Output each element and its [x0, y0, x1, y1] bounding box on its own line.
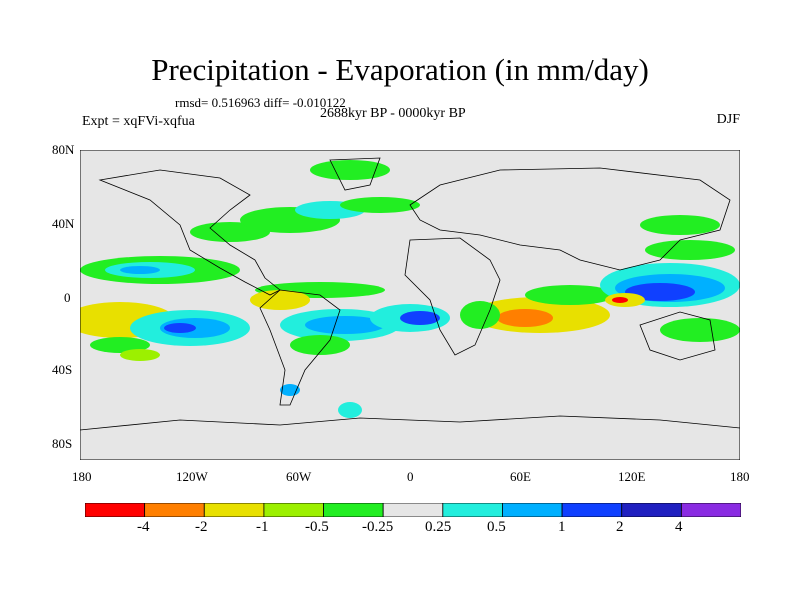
colorbar-label: -2 [195, 519, 208, 535]
patch [497, 309, 553, 327]
colorbar-label: 2 [616, 519, 624, 535]
patch [660, 318, 740, 342]
colorbar [85, 503, 741, 517]
colorbar-swatch [323, 503, 384, 517]
lat-label-0: 0 [64, 290, 71, 305]
coast-eurasia [409, 167, 731, 271]
colorbar-swatch [382, 503, 444, 517]
experiment-label: Expt = xqFVi-xqfua [82, 114, 195, 129]
season-label: DJF [716, 112, 740, 127]
patch [625, 283, 695, 301]
colorbar-label: -0.25 [362, 519, 394, 535]
lon-label-60w: 60W [286, 469, 312, 484]
patch [612, 297, 628, 303]
lon-label-180w: 180 [72, 469, 92, 484]
colorbar-label: 0.25 [425, 519, 452, 535]
patch [120, 266, 160, 274]
colorbar-label: 0.5 [487, 519, 506, 535]
lat-label-80s: 80S [52, 436, 73, 451]
patch [525, 285, 615, 305]
coast-north-america [98, 169, 281, 296]
lon-label-60e: 60E [510, 469, 531, 484]
patch [338, 402, 362, 418]
coast-antarctica [80, 415, 740, 431]
colorbar-swatch [621, 503, 682, 517]
world-map [80, 150, 740, 460]
patch [400, 311, 440, 325]
colorbar-swatch [680, 503, 741, 517]
colorbar-label: 1 [558, 519, 566, 535]
patch [120, 349, 160, 361]
colorbar-label: -1 [256, 519, 269, 535]
rmsd-stats: rmsd= 0.516963 diff= -0.010122 [175, 95, 346, 110]
coastlines [80, 157, 740, 431]
lon-label-180e: 180 [730, 469, 750, 484]
lon-label-120w: 120W [176, 469, 208, 484]
colorbar-swatch [263, 503, 324, 517]
patch [90, 337, 150, 353]
coast-africa [404, 237, 501, 356]
colorbar-swatch [442, 503, 503, 517]
colorbar-swatch [561, 503, 623, 517]
patch [640, 215, 720, 235]
patch [164, 323, 196, 333]
patch [250, 290, 310, 310]
colorbar-label: -4 [137, 519, 150, 535]
lat-label-40s: 40S [52, 362, 73, 377]
lat-label-80n: 80N [52, 142, 75, 157]
lon-label-120e: 120E [618, 469, 646, 484]
colorbar-swatch [502, 503, 563, 517]
patch [460, 301, 500, 329]
colorbar-label: 4 [675, 519, 683, 535]
colorbar-label: -0.5 [305, 519, 329, 535]
patch [305, 316, 385, 334]
lat-label-40n: 40N [52, 216, 75, 231]
patch [645, 240, 735, 260]
patch [340, 197, 420, 213]
chart-title: Precipitation - Evaporation (in mm/day) [151, 52, 649, 87]
colorbar-swatch [85, 503, 146, 517]
colorbar-swatch [203, 503, 265, 517]
colorbar-swatch [144, 503, 205, 517]
patch [290, 335, 350, 355]
lon-label-0: 0 [407, 469, 414, 484]
patch [310, 160, 390, 180]
coast-australia [639, 311, 716, 361]
coast-south-america [259, 289, 341, 406]
coast-greenland [329, 157, 381, 191]
period-label: 2688kyr BP - 0000kyr BP [320, 106, 466, 121]
field-patches [80, 160, 740, 418]
